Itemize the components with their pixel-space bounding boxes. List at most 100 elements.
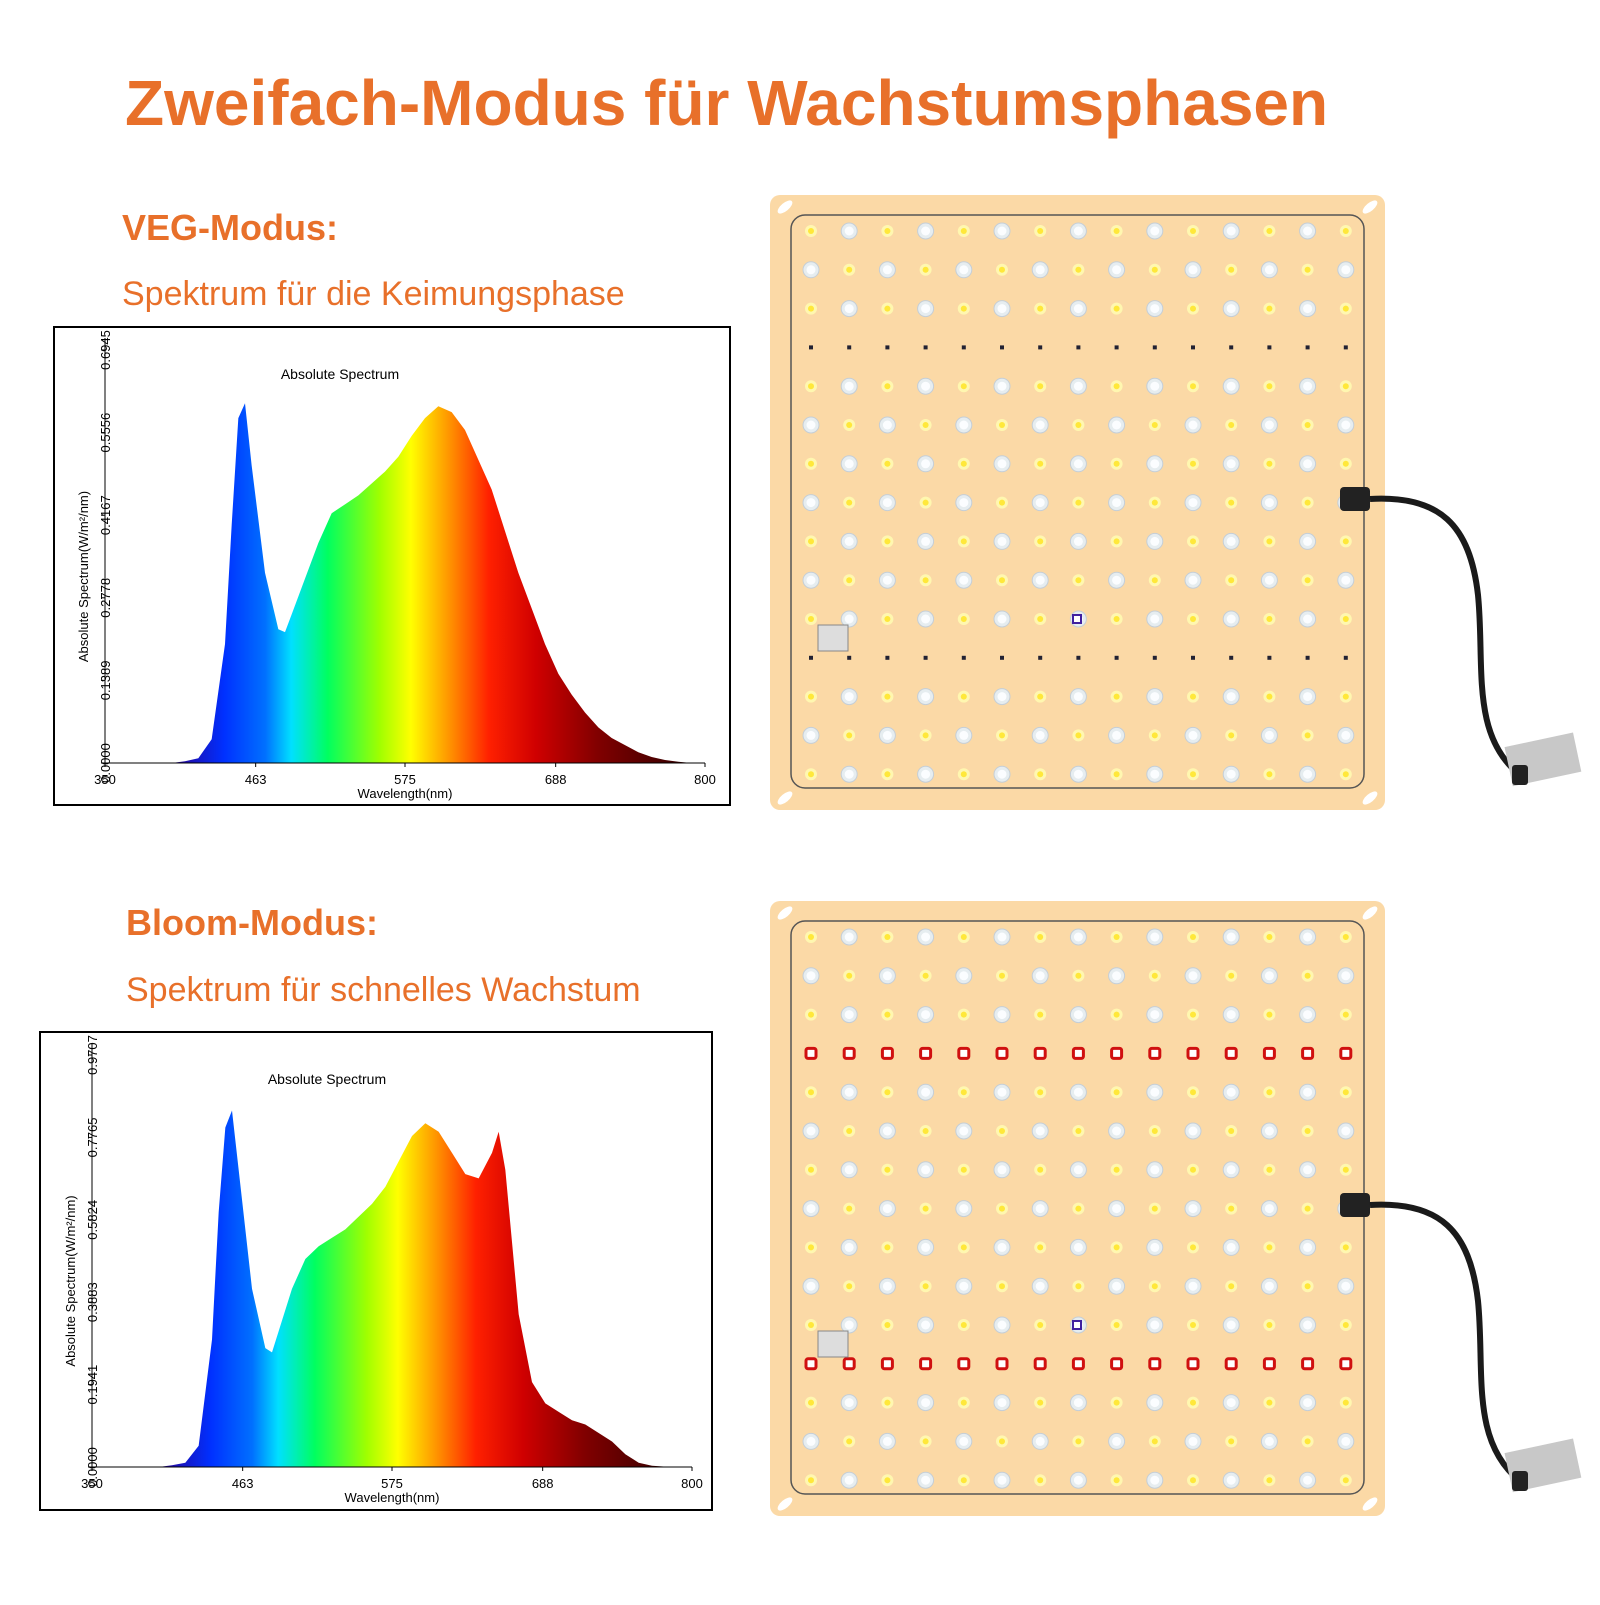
warm-led-core <box>960 228 967 234</box>
warm-led-core <box>922 972 929 979</box>
red-led <box>1301 1357 1315 1371</box>
warm-led-core <box>1113 1089 1120 1096</box>
white-led-core <box>921 692 931 702</box>
warm-led-core <box>808 1089 814 1096</box>
white-led-core <box>844 459 854 469</box>
warm-led-core <box>1266 771 1273 778</box>
white-led-core <box>1150 1398 1160 1408</box>
white-led-core <box>882 1204 892 1214</box>
warm-led-core <box>846 732 853 739</box>
warm-led-core <box>1304 577 1311 584</box>
warm-led-core <box>846 1205 853 1212</box>
x-tick-label: 688 <box>545 772 567 787</box>
warm-led-core <box>1266 228 1273 234</box>
warm-led-core <box>1342 1322 1349 1328</box>
x-tick-label: 688 <box>532 1476 554 1491</box>
ir-led <box>1000 655 1004 660</box>
white-led-core <box>1073 304 1083 314</box>
white-led-core <box>1264 1436 1274 1446</box>
warm-led-core <box>999 1438 1005 1445</box>
warm-led-core <box>1342 1399 1349 1406</box>
warm-led-core <box>1342 538 1349 545</box>
white-led-core <box>921 614 931 624</box>
white-led-core <box>997 1398 1007 1408</box>
white-led-core <box>997 1242 1007 1252</box>
warm-led-core <box>960 1244 967 1251</box>
ir-led <box>1229 345 1234 350</box>
warm-led-core <box>1228 422 1235 428</box>
warm-led-core <box>1342 693 1349 700</box>
warm-led-core <box>884 538 891 545</box>
white-led-core <box>959 1204 969 1214</box>
white-led-core <box>1112 420 1122 430</box>
warm-led-core <box>884 383 891 390</box>
mount-hole <box>1362 791 1378 805</box>
ir-led <box>809 345 813 350</box>
warm-led-core <box>1037 1011 1044 1018</box>
x-tick-label: 350 <box>94 772 116 787</box>
white-led-core <box>844 1165 854 1175</box>
warm-led-core <box>1113 460 1120 467</box>
warm-led-core <box>999 266 1005 273</box>
red-led <box>880 1046 894 1060</box>
white-led-core <box>882 1436 892 1446</box>
warm-led-core <box>884 1166 891 1173</box>
warm-led-core <box>884 616 891 622</box>
warm-led-core <box>808 538 814 545</box>
y-tick-label: 0.0000 <box>85 1447 100 1487</box>
warm-led-core <box>960 1089 967 1096</box>
white-led-core <box>806 1281 816 1291</box>
white-led-core <box>1150 1165 1160 1175</box>
ir-led <box>1191 655 1195 660</box>
white-led-core <box>997 932 1007 942</box>
white-led-core <box>1035 575 1045 585</box>
white-led-core <box>1150 536 1160 546</box>
mount-hole <box>777 791 793 805</box>
white-led-core <box>1073 1010 1083 1020</box>
warm-led-core <box>1190 305 1196 312</box>
warm-led-core <box>1266 616 1273 622</box>
warm-led-core <box>808 1011 814 1018</box>
warm-led-core <box>960 383 967 390</box>
warm-led-core <box>1342 1166 1349 1173</box>
mode-heading: Bloom-Modus: <box>126 902 378 943</box>
y-tick-label: 0.9707 <box>85 1035 100 1075</box>
warm-led-core <box>1266 1166 1273 1173</box>
warm-led-core <box>1228 1128 1235 1134</box>
white-led-core <box>997 1087 1007 1097</box>
warm-led-core <box>1190 771 1196 778</box>
warm-led-core <box>1190 460 1196 467</box>
x-tick-label: 575 <box>394 772 416 787</box>
warm-led-core <box>884 305 891 312</box>
warm-led-core <box>808 1399 814 1406</box>
white-led-core <box>806 498 816 508</box>
warm-led-core <box>960 616 967 622</box>
warm-led-core <box>1190 1244 1196 1251</box>
warm-led-core <box>1113 383 1120 390</box>
white-led-core <box>921 1010 931 1020</box>
warm-led-core <box>1342 460 1349 467</box>
driver-plug <box>1512 765 1528 785</box>
ir-led <box>1305 345 1310 350</box>
warm-led-core <box>884 1244 891 1251</box>
white-led-core <box>1226 1475 1236 1485</box>
warm-led-core <box>1075 1205 1082 1212</box>
warm-led-core <box>1266 693 1273 700</box>
warm-led-core <box>1190 228 1196 234</box>
warm-led-core <box>1151 499 1158 506</box>
white-led-core <box>959 498 969 508</box>
warm-led-core <box>1190 1399 1196 1406</box>
white-led-core <box>1150 614 1160 624</box>
ir-led <box>961 655 966 660</box>
warm-led-core <box>1228 1438 1235 1445</box>
white-led-core <box>1341 265 1351 275</box>
white-led-core <box>1303 1087 1313 1097</box>
red-led <box>1148 1357 1162 1371</box>
red-led <box>919 1357 933 1371</box>
warm-led-core <box>960 934 967 940</box>
white-led-core <box>1112 265 1122 275</box>
red-led <box>1224 1357 1238 1371</box>
ir-led <box>847 655 852 660</box>
white-led-core <box>1226 1165 1236 1175</box>
white-led-core <box>1303 459 1313 469</box>
